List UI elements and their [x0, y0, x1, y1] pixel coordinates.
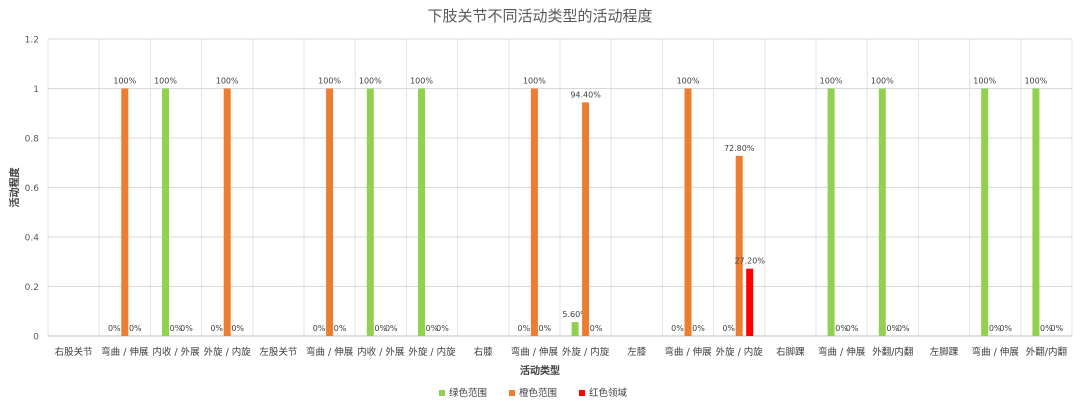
bar [366, 88, 374, 336]
data-label: 27.20% [734, 257, 765, 266]
legend-swatch [439, 390, 445, 396]
bar [878, 88, 886, 336]
data-label: 0% [426, 324, 439, 333]
data-label: 0% [334, 324, 347, 333]
x-tick-label: 内收 / 外展 [357, 346, 405, 358]
data-label: 0% [129, 324, 142, 333]
y-tick-label: 1 [33, 85, 39, 95]
data-label: 72.80% [724, 144, 755, 153]
data-label: 100% [410, 77, 433, 86]
data-label: 0% [692, 324, 705, 333]
data-label: 0% [539, 324, 552, 333]
data-label: 100% [359, 77, 382, 86]
data-label: 0% [1051, 324, 1064, 333]
data-label: 0% [170, 324, 183, 333]
x-tick-label: 左膝 [627, 346, 647, 358]
x-tick-label: 弯曲 / 伸展 [306, 346, 354, 358]
y-tick-label: 0.2 [25, 283, 39, 293]
data-label: 94.40% [570, 90, 601, 99]
x-tick-label: 外旋 / 内旋 [716, 346, 764, 358]
x-tick-label: 左股关节 [259, 346, 297, 358]
x-tick-label: 右膝 [474, 346, 494, 358]
x-tick-label: 外翻/内翻 [1026, 346, 1067, 358]
x-tick-label: 弯曲 / 伸展 [101, 346, 149, 358]
bar [735, 155, 743, 336]
legend-entry: 绿色范围 [449, 387, 487, 399]
bar [121, 88, 129, 336]
data-label: 100% [820, 77, 843, 86]
bar [418, 88, 425, 336]
data-label: 0% [231, 324, 244, 333]
data-label: 0% [590, 324, 603, 333]
x-tick-label: 外翻/内翻 [872, 346, 913, 358]
data-label: 100% [154, 77, 177, 86]
x-tick-label: 外旋 / 内旋 [408, 346, 456, 358]
data-label: 100% [216, 77, 239, 86]
x-tick-label: 右股关节 [55, 346, 93, 358]
data-label: 0% [886, 324, 899, 333]
x-axis-label: 活动类型 [520, 364, 560, 377]
bar [223, 88, 231, 336]
data-label: 0% [897, 324, 910, 333]
y-axis-label: 活动程度 [8, 167, 21, 208]
bar [582, 102, 590, 336]
legend-swatch [509, 390, 515, 396]
bar [746, 268, 754, 336]
data-label: 100% [113, 77, 136, 86]
data-label: 0% [722, 324, 735, 333]
y-tick-label: 0.6 [25, 184, 40, 194]
x-tick-label: 内收 / 外展 [152, 346, 200, 358]
data-label: 0% [671, 324, 684, 333]
x-tick-label: 右脚踝 [776, 346, 805, 358]
data-label: 0% [180, 324, 193, 333]
data-label: 100% [523, 77, 546, 86]
legend-swatch [579, 390, 585, 396]
chart-title: 下肢关节不同活动类型的活动程度 [427, 7, 652, 25]
x-tick-label: 弯曲 / 伸展 [818, 346, 866, 358]
bar [326, 88, 334, 336]
y-tick-label: 1.2 [25, 36, 39, 46]
bar [827, 88, 835, 336]
bar [1032, 88, 1040, 336]
x-tick-label: 外旋 / 内旋 [562, 346, 610, 358]
data-label: 100% [318, 77, 341, 86]
y-tick-label: 0 [33, 333, 39, 343]
y-tick-label: 0.4 [25, 234, 40, 244]
data-label: 0% [374, 324, 387, 333]
data-label: 0% [518, 324, 531, 333]
bar [684, 88, 692, 336]
x-tick-label: 外旋 / 内旋 [204, 346, 252, 358]
data-label: 0% [385, 324, 398, 333]
data-label: 0% [436, 324, 449, 333]
data-label: 0% [999, 324, 1012, 333]
x-tick-label: 弯曲 / 伸展 [664, 346, 712, 358]
bar [530, 88, 538, 336]
x-tick-label: 弯曲 / 伸展 [511, 346, 559, 358]
data-label: 0% [1040, 324, 1053, 333]
y-tick-label: 0.8 [25, 135, 40, 145]
data-label: 100% [871, 77, 894, 86]
bar [981, 88, 989, 336]
bar [571, 322, 579, 336]
legend-entry: 红色领域 [589, 387, 628, 399]
data-label: 0% [210, 324, 223, 333]
data-label: 0% [313, 324, 326, 333]
data-label: 100% [1024, 77, 1047, 86]
data-label: 0% [989, 324, 1002, 333]
data-label: 100% [973, 77, 996, 86]
data-label: 0% [846, 324, 859, 333]
data-label: 0% [108, 324, 121, 333]
legend-entry: 橙色范围 [519, 387, 557, 399]
x-tick-label: 左脚踝 [930, 346, 959, 358]
data-label: 0% [835, 324, 848, 333]
data-label: 100% [677, 77, 700, 86]
x-tick-label: 弯曲 / 伸展 [972, 346, 1020, 358]
bar [162, 88, 169, 336]
data-label: 5.60% [562, 310, 588, 319]
